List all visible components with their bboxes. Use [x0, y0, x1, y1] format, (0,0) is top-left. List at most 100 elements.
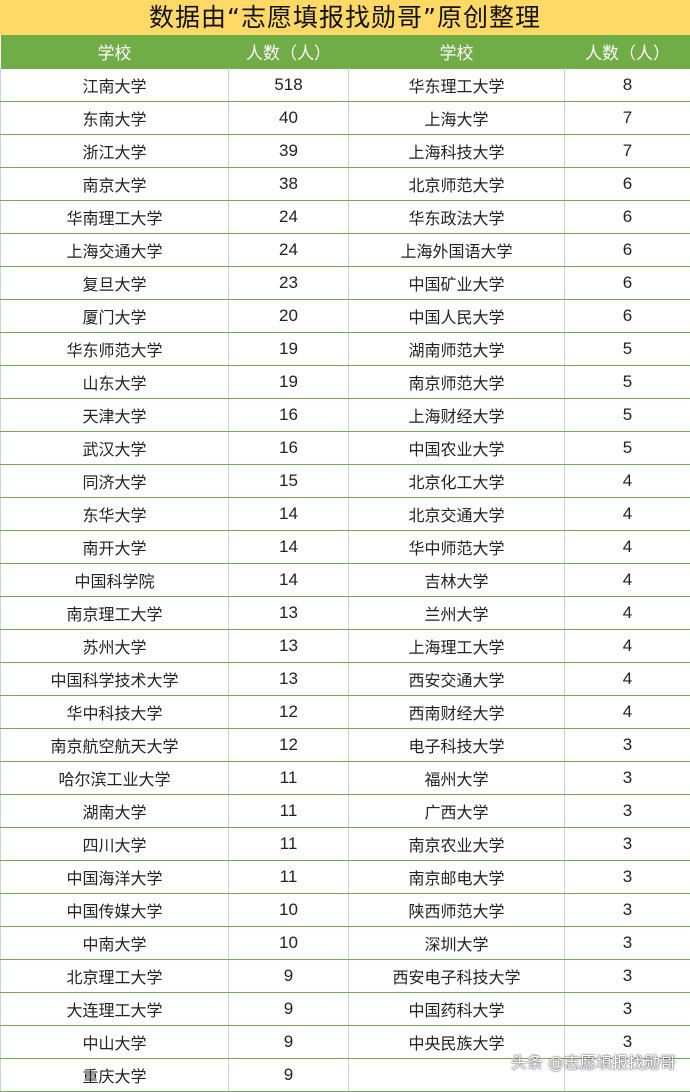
count-cell: 8 [565, 69, 690, 102]
school-cell: 苏州大学 [1, 630, 229, 663]
school-cell: 华东政法大学 [349, 201, 565, 234]
count-cell: 24 [229, 234, 349, 267]
school-cell: 华中科技大学 [1, 696, 229, 729]
school-cell: 四川大学 [1, 828, 229, 861]
count-cell: 12 [229, 696, 349, 729]
header-row: 学校 人数（人） 学校 人数（人） [1, 35, 690, 69]
school-cell: 北京理工大学 [1, 960, 229, 993]
school-cell: 南开大学 [1, 531, 229, 564]
school-cell: 兰州大学 [349, 597, 565, 630]
count-cell: 10 [229, 894, 349, 927]
count-cell: 15 [229, 465, 349, 498]
count-cell: 3 [565, 960, 690, 993]
count-cell: 11 [229, 828, 349, 861]
school-cell: 复旦大学 [1, 267, 229, 300]
school-cell: 南京航空航天大学 [1, 729, 229, 762]
count-cell: 4 [565, 498, 690, 531]
count-cell: 3 [565, 762, 690, 795]
count-cell: 3 [565, 993, 690, 1026]
school-cell: 北京交通大学 [349, 498, 565, 531]
school-cell: 南京师范大学 [349, 366, 565, 399]
count-cell: 13 [229, 663, 349, 696]
school-cell: 南京农业大学 [349, 828, 565, 861]
count-cell: 4 [565, 630, 690, 663]
school-cell: 广西大学 [349, 795, 565, 828]
count-cell: 3 [565, 795, 690, 828]
school-cell: 西南财经大学 [349, 696, 565, 729]
watermark: 头条 @志愿填报找勋哥 [511, 1049, 676, 1073]
school-cell: 中国矿业大学 [349, 267, 565, 300]
count-cell: 13 [229, 630, 349, 663]
count-cell: 19 [229, 333, 349, 366]
count-cell: 14 [229, 531, 349, 564]
school-cell: 中国海洋大学 [1, 861, 229, 894]
school-cell: 山东大学 [1, 366, 229, 399]
count-cell: 11 [229, 861, 349, 894]
count-cell: 4 [565, 597, 690, 630]
count-cell: 4 [565, 663, 690, 696]
school-cell: 华南理工大学 [1, 201, 229, 234]
count-cell: 4 [565, 564, 690, 597]
school-cell: 北京化工大学 [349, 465, 565, 498]
school-cell: 上海理工大学 [349, 630, 565, 663]
school-cell: 中国人民大学 [349, 300, 565, 333]
school-cell: 华中师范大学 [349, 531, 565, 564]
header-school: 学校 [349, 35, 565, 69]
count-cell: 6 [565, 267, 690, 300]
count-cell: 9 [229, 960, 349, 993]
school-cell: 中国科学技术大学 [1, 663, 229, 696]
school-cell: 同济大学 [1, 465, 229, 498]
count-cell: 14 [229, 564, 349, 597]
count-cell: 19 [229, 366, 349, 399]
school-cell: 西安交通大学 [349, 663, 565, 696]
school-cell: 华东师范大学 [1, 333, 229, 366]
count-cell: 11 [229, 795, 349, 828]
count-cell: 20 [229, 300, 349, 333]
school-cell: 上海交通大学 [1, 234, 229, 267]
school-cell: 大连理工大学 [1, 993, 229, 1026]
count-cell: 3 [565, 894, 690, 927]
count-cell: 24 [229, 201, 349, 234]
count-cell: 10 [229, 927, 349, 960]
school-cell: 中国农业大学 [349, 432, 565, 465]
count-cell: 40 [229, 102, 349, 135]
count-cell: 6 [565, 168, 690, 201]
school-cell: 吉林大学 [349, 564, 565, 597]
school-cell: 福州大学 [349, 762, 565, 795]
school-cell: 中国科学院 [1, 564, 229, 597]
count-cell: 13 [229, 597, 349, 630]
school-cell: 深圳大学 [349, 927, 565, 960]
count-cell: 5 [565, 399, 690, 432]
school-cell: 重庆大学 [1, 1059, 229, 1092]
school-cell: 中国药科大学 [349, 993, 565, 1026]
count-cell: 14 [229, 498, 349, 531]
school-cell: 上海外国语大学 [349, 234, 565, 267]
count-cell: 39 [229, 135, 349, 168]
school-cell: 上海大学 [349, 102, 565, 135]
school-cell: 武汉大学 [1, 432, 229, 465]
count-cell: 4 [565, 696, 690, 729]
count-cell: 7 [565, 135, 690, 168]
school-cell: 南京理工大学 [1, 597, 229, 630]
